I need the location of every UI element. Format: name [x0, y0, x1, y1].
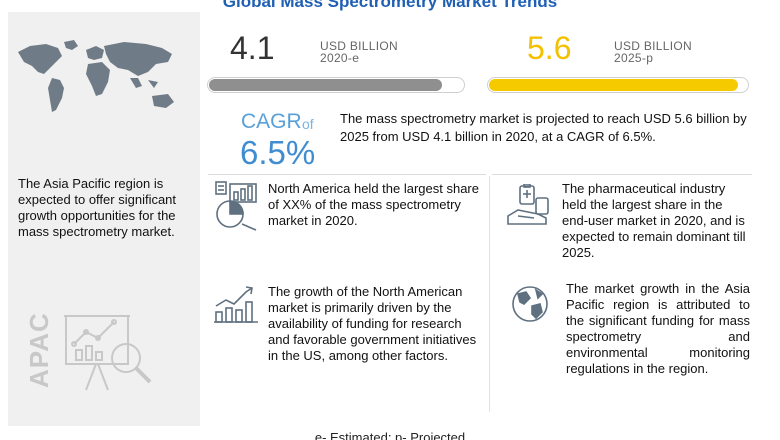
footer-note: e- Estimated; p- Projected [314, 430, 466, 440]
cagr-of: of [302, 116, 314, 132]
growth-chart-icon [214, 286, 258, 323]
value-2020: 4.1 [230, 30, 275, 66]
unit-2020-label: USD BILLION [320, 39, 398, 53]
year-2020-label: 2020-e [320, 51, 360, 65]
finding-pharmaceutical: The pharmaceutical industry held the lar… [562, 181, 746, 260]
unit-2025: USD BILLION 2025-p [614, 40, 692, 64]
pie-chart-icon [215, 181, 257, 231]
bar-track-2020 [207, 77, 465, 93]
finding-north-america-growth: The growth of the North American market … [268, 284, 477, 363]
chart-title: Global Mass Spectrometry Market Trends [222, 0, 558, 11]
presentation-analytics-icon [64, 315, 152, 391]
pharma-icon [507, 184, 549, 225]
unit-2025-label: USD BILLION [614, 39, 692, 53]
cagr-value: 6.5% [240, 134, 316, 171]
bar-track-2025 [487, 77, 749, 93]
bar-2025 [489, 79, 739, 91]
world-map-icon [18, 40, 174, 112]
divider [492, 174, 752, 175]
year-2025-label: 2025-p [614, 51, 654, 65]
value-2025: 5.6 [527, 30, 572, 66]
finding-asia-pacific: The market growth in the Asia Pacific re… [566, 281, 750, 376]
bar-2020 [209, 79, 443, 91]
divider [489, 176, 490, 412]
divider [208, 174, 486, 175]
finding-north-america-share: North America held the largest share of … [268, 181, 479, 228]
asia-pacific-text: The Asia Pacific region is expected to o… [18, 176, 177, 239]
cagr-label: CAGR [241, 110, 302, 133]
unit-2020: USD BILLION 2020-e [320, 40, 398, 64]
apac-label: APAC [24, 312, 54, 388]
globe-icon [512, 286, 548, 322]
market-summary: The mass spectrometry market is projecte… [340, 111, 747, 144]
